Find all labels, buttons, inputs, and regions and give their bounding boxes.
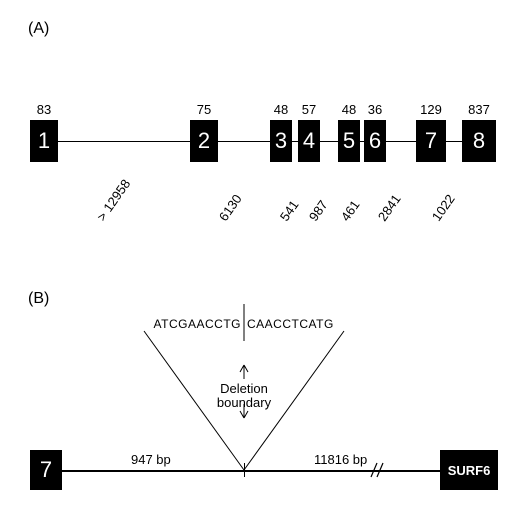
deletion-label-line: Deletion: [214, 382, 274, 396]
arrow-down-head: [244, 411, 248, 418]
breakpoint-seq-right: CAACCTCATG: [247, 317, 334, 331]
exon-number: 8: [473, 128, 485, 154]
gene-name: SURF6: [448, 463, 491, 478]
arrow-up-head: [240, 365, 244, 372]
exon-number: 7: [40, 457, 52, 483]
intron-size-label: 461: [338, 197, 363, 223]
exon-size-label: 129: [416, 102, 446, 117]
exon-size-label: 83: [29, 102, 59, 117]
intron-size-label: > 12958: [94, 176, 133, 223]
intron-size-label: 541: [277, 197, 302, 223]
panel-a-label: (A): [28, 20, 49, 38]
panel-b-svg: [0, 0, 508, 522]
panel-b-label: (B): [28, 290, 49, 308]
center-tick: [244, 463, 245, 477]
arrow-up-head: [244, 365, 248, 372]
exon-box-7-b: 7: [30, 450, 62, 490]
intron-size-label: 6130: [216, 192, 245, 224]
exon-box-7: 7: [416, 120, 446, 162]
exon-size-label: 36: [360, 102, 390, 117]
exon-number: 6: [369, 128, 381, 154]
exon-number: 1: [38, 128, 50, 154]
left-distance-label: 947 bp: [131, 452, 171, 467]
exon-number: 2: [198, 128, 210, 154]
exon-number: 5: [343, 128, 355, 154]
exon-box-4: 4: [298, 120, 320, 162]
exon-number: 4: [303, 128, 315, 154]
exon-box-1: 1: [30, 120, 58, 162]
exon-size-label: 57: [294, 102, 324, 117]
intron-size-label: 1022: [429, 192, 458, 224]
exon-number: 3: [275, 128, 287, 154]
exon-box-2: 2: [190, 120, 218, 162]
exon-box-8: 8: [462, 120, 496, 162]
exon-box-5: 5: [338, 120, 360, 162]
surf6-box: SURF6: [440, 450, 498, 490]
intron-baseline: [58, 141, 462, 142]
arrow-down-head: [240, 411, 244, 418]
baseline: [62, 470, 440, 472]
right-distance-label: 11816 bp: [314, 452, 367, 467]
exon-size-label: 75: [189, 102, 219, 117]
exon-size-label: 837: [464, 102, 494, 117]
breakpoint-seq-left: ATCGAACCTG: [154, 317, 241, 331]
exon-number: 7: [425, 128, 437, 154]
exon-size-label: 48: [266, 102, 296, 117]
exon-box-6: 6: [364, 120, 386, 162]
deletion-label-line: boundary: [214, 396, 274, 410]
intron-size-label: 987: [306, 197, 331, 223]
deletion-boundary-label: Deletionboundary: [214, 382, 274, 410]
exon-box-3: 3: [270, 120, 292, 162]
intron-size-label: 2841: [375, 192, 404, 224]
